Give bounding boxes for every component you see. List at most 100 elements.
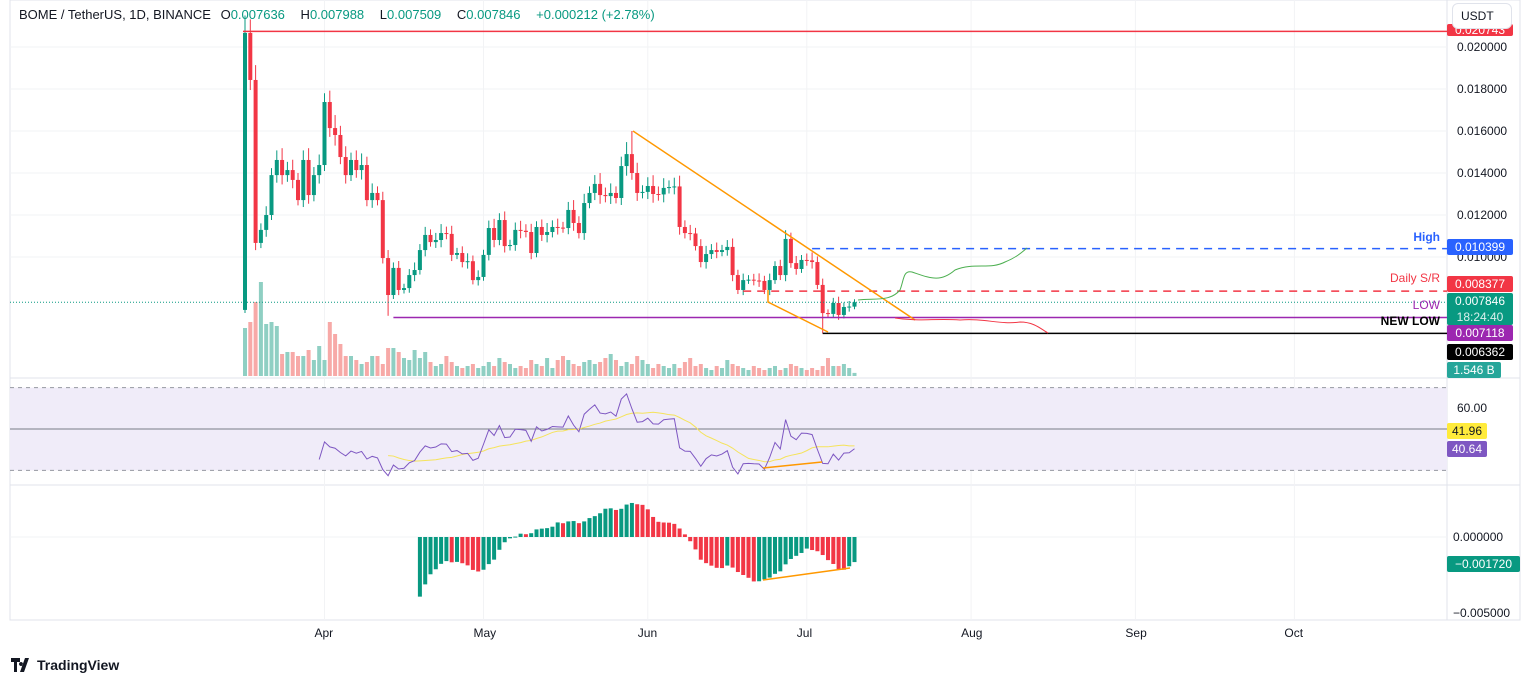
oscillator-bar	[566, 521, 571, 537]
oscillator-bar	[508, 537, 512, 539]
time-tick-label: Jun	[637, 626, 658, 640]
candle-body	[470, 261, 475, 281]
oscillator-bar	[513, 536, 518, 538]
volume-bar	[258, 282, 263, 376]
volume-bar	[333, 334, 338, 376]
candle-body	[523, 230, 528, 233]
oscillator-bar	[788, 537, 793, 559]
symbol-title[interactable]: BOME / TetherUS, 1D, BINANCE	[19, 7, 211, 22]
candle-body	[301, 159, 306, 201]
oscillator-bar	[539, 528, 544, 537]
oscillator-bar	[587, 518, 592, 537]
candle-body	[741, 280, 746, 290]
volume-bar	[720, 368, 724, 376]
close-value: 0.007846	[466, 7, 521, 22]
volume-bar	[513, 368, 518, 376]
currency-button[interactable]: USDT	[1452, 3, 1512, 29]
volume-bar	[555, 360, 560, 376]
volume-bar	[317, 346, 322, 376]
volume-bar	[386, 348, 391, 376]
candle-body	[815, 262, 820, 285]
wedge-lower-trendline	[767, 290, 829, 333]
volume-bar	[301, 356, 306, 376]
oscillator-bar	[693, 537, 698, 550]
oscillator-bar	[439, 537, 444, 564]
oscillator-bar	[645, 509, 650, 537]
new-low-line-label: NEW LOW	[1380, 314, 1440, 328]
volume-bar	[407, 360, 412, 376]
volume-bar	[460, 368, 465, 376]
candle-body	[296, 179, 300, 201]
oscillator-bar	[852, 537, 857, 563]
oscillator-bar	[598, 513, 603, 537]
candle-body	[380, 200, 385, 259]
volume-bar	[539, 366, 544, 376]
volume-bar	[677, 368, 682, 376]
volume-bar	[587, 360, 592, 376]
candle-body	[317, 165, 322, 176]
last-price: 0.007846	[1454, 294, 1506, 308]
oscillator-bar	[757, 537, 762, 582]
oscillator-bar	[561, 523, 565, 537]
oscillator-bar	[773, 537, 777, 574]
oscillator-bar	[831, 537, 836, 564]
volume-bar	[492, 366, 497, 376]
candle-body	[327, 102, 332, 129]
oscillator-bar	[762, 537, 767, 580]
candle-body	[778, 266, 783, 276]
oscillator-bar	[810, 537, 815, 551]
oscillator-bar	[778, 537, 783, 572]
oscillator-bar	[820, 537, 825, 556]
oscillator-bar	[836, 537, 841, 570]
candle-body	[667, 187, 671, 189]
last-price-label: 0.007846 18:24:40	[1447, 293, 1513, 325]
candle-body	[836, 302, 841, 315]
volume-bar	[545, 358, 550, 376]
volume-bar	[502, 362, 507, 376]
volume-bar	[402, 358, 406, 376]
volume-bar	[412, 350, 417, 376]
candle-body	[582, 203, 587, 234]
volume-bar	[518, 366, 523, 376]
tradingview-logo[interactable]: TradingView	[11, 657, 119, 673]
oscillator-bar	[677, 528, 682, 537]
candle-body	[614, 192, 618, 198]
candle-body	[794, 263, 799, 269]
volume-bar	[619, 366, 624, 376]
candle-body	[661, 187, 666, 195]
volume-bar	[698, 364, 703, 376]
oscillator-bar	[746, 537, 751, 578]
candle-body	[343, 157, 348, 176]
candle-body	[576, 222, 581, 234]
oscillator-bar	[698, 537, 703, 560]
volume-bar	[778, 370, 783, 376]
volume-bar	[815, 370, 820, 376]
candle-body	[799, 259, 804, 269]
oscillator-bar	[672, 523, 677, 537]
volume-bar	[693, 366, 698, 376]
oscillator-bar	[608, 508, 613, 537]
daily-sr-line-label: Daily S/R	[1389, 271, 1440, 285]
candle-body	[826, 313, 830, 315]
oscillator-bar	[492, 537, 497, 560]
volume-bar	[794, 366, 799, 376]
volume-bar	[253, 302, 258, 376]
volume-bar	[269, 322, 274, 376]
candle-body	[640, 191, 645, 193]
candle-body	[757, 280, 762, 282]
oscillator-bar	[725, 537, 730, 566]
oscillator-bar	[486, 537, 491, 565]
volume-bar	[486, 362, 491, 376]
oscillator-bar	[502, 537, 507, 543]
candle-body	[714, 250, 719, 252]
candle-body	[417, 250, 422, 271]
candle-body	[677, 186, 682, 227]
oscillator-bar	[751, 537, 756, 582]
volume-bar	[831, 366, 836, 376]
candle-body	[619, 166, 624, 198]
volume-bar	[762, 370, 767, 376]
high-label: H	[300, 7, 310, 22]
candle-body	[465, 261, 470, 263]
oscillator-bar	[815, 537, 820, 552]
